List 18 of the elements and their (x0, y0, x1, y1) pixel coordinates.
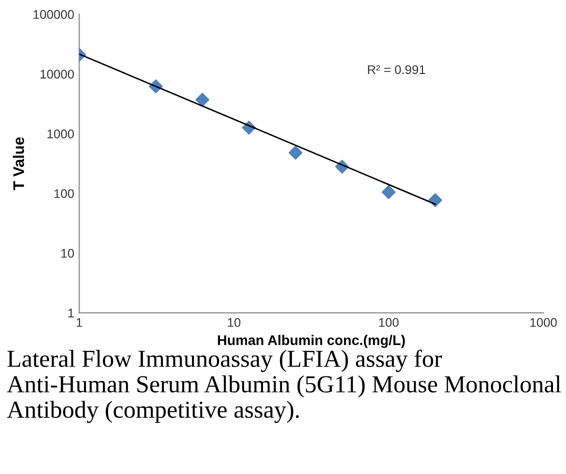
y-tick-label: 100 (54, 189, 74, 198)
y-tick-label: 1 (68, 308, 74, 318)
point (288, 146, 302, 160)
text: Lateral Flow Immunoassay (LFIA) assay for Anti-Human Serum Albumin (5G11) Mouse Monoclonal Antibody (competitive assay). (7, 350, 561, 423)
point (195, 92, 210, 107)
annotation: R² = 0.991 (368, 65, 426, 74)
x-tick-label: 1 (76, 318, 82, 327)
point (382, 185, 396, 200)
y-axis-title: T Value (12, 137, 24, 190)
y-tick-label: 100000 (34, 10, 74, 19)
y-tick-label: 10 (61, 248, 74, 258)
x-tick-label: 1000 (530, 318, 557, 327)
point (428, 193, 442, 208)
y-tick-label: 1000 (48, 129, 74, 138)
x-axis-title: Human Albumin conc.(mg/L) (218, 334, 405, 348)
x-tick-label: 100 (379, 318, 399, 327)
y-tick-label: 10000 (40, 70, 74, 79)
x-tick-label: 10 (228, 318, 240, 327)
